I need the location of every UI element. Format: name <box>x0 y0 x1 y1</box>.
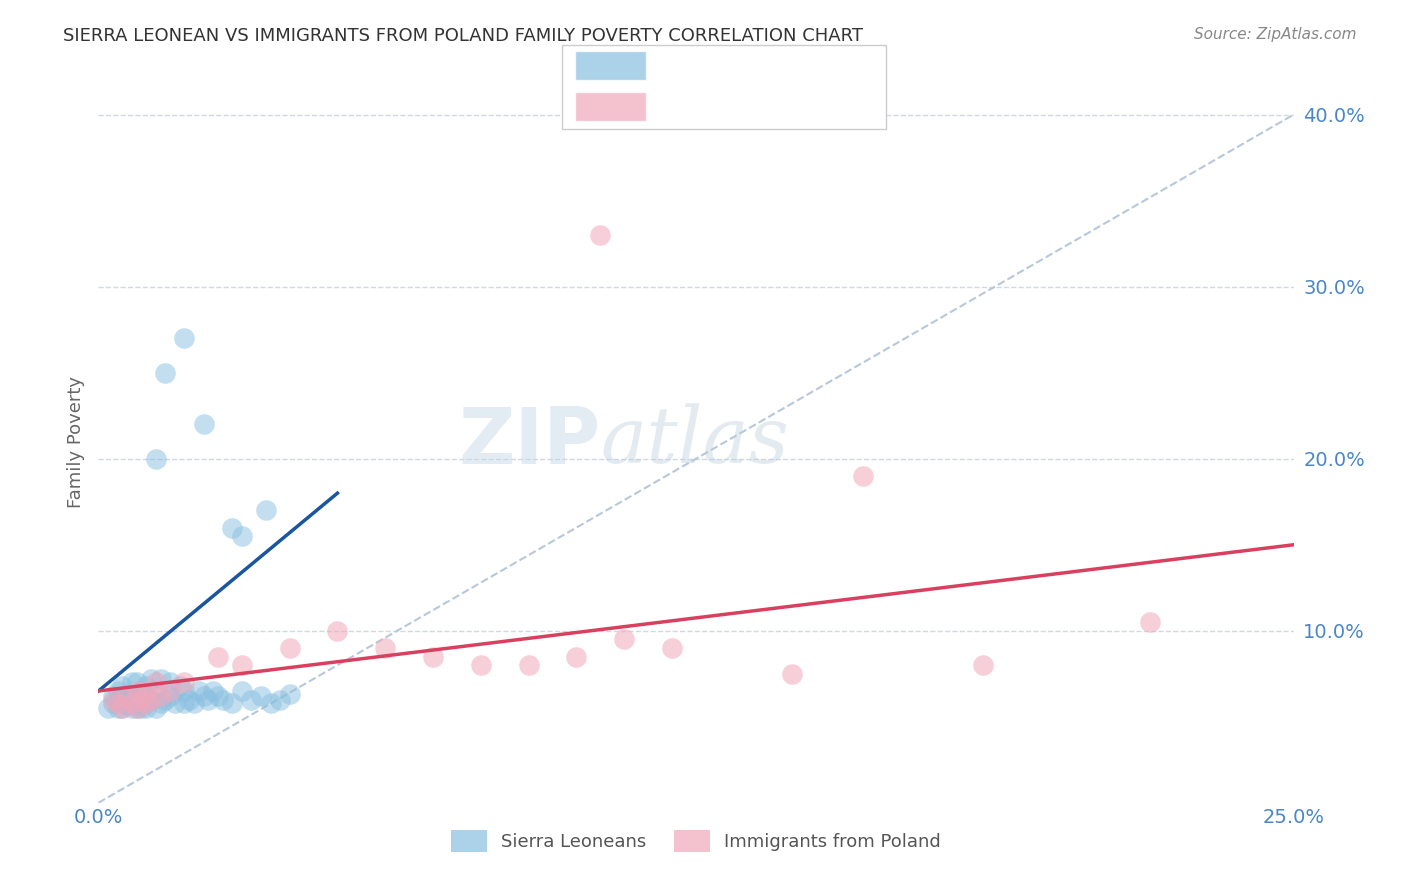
Point <box>125 701 148 715</box>
Point <box>125 675 148 690</box>
Point <box>207 689 229 703</box>
Point <box>517 658 540 673</box>
Point <box>107 696 129 710</box>
Point <box>101 689 124 703</box>
Point <box>269 692 291 706</box>
Point <box>422 649 444 664</box>
Point <box>111 701 134 715</box>
Point <box>221 520 243 534</box>
Point <box>149 689 172 703</box>
Point <box>115 689 138 703</box>
Point <box>139 692 162 706</box>
Point <box>121 701 143 715</box>
Text: SIERRA LEONEAN VS IMMIGRANTS FROM POLAND FAMILY POVERTY CORRELATION CHART: SIERRA LEONEAN VS IMMIGRANTS FROM POLAND… <box>63 27 863 45</box>
Point <box>278 640 301 655</box>
Point <box>197 692 219 706</box>
Point <box>107 684 129 698</box>
Point <box>589 228 612 243</box>
Point <box>173 675 195 690</box>
Point <box>107 692 129 706</box>
Point <box>97 701 120 715</box>
Point <box>121 696 143 710</box>
Point <box>169 679 191 693</box>
Text: Source: ZipAtlas.com: Source: ZipAtlas.com <box>1194 27 1357 42</box>
Point <box>145 451 167 466</box>
Point <box>121 692 143 706</box>
Point <box>145 701 167 715</box>
Legend: Sierra Leoneans, Immigrants from Poland: Sierra Leoneans, Immigrants from Poland <box>444 822 948 859</box>
Point <box>173 696 195 710</box>
Point <box>145 675 167 690</box>
Point <box>159 675 181 690</box>
Point <box>470 658 492 673</box>
Point <box>972 658 994 673</box>
Point <box>155 366 177 380</box>
Point <box>211 692 233 706</box>
Point <box>259 696 281 710</box>
Point <box>121 675 143 690</box>
Point <box>1139 615 1161 630</box>
FancyBboxPatch shape <box>562 45 886 129</box>
Point <box>139 692 162 706</box>
Point <box>221 696 243 710</box>
Text: atlas: atlas <box>600 403 789 480</box>
Point <box>254 503 277 517</box>
Point <box>135 679 157 693</box>
Point <box>149 672 172 686</box>
Point <box>202 684 225 698</box>
Point <box>193 689 215 703</box>
Point <box>231 658 253 673</box>
Point <box>565 649 588 664</box>
Point <box>131 684 153 698</box>
Text: R = 0.259   N = 30: R = 0.259 N = 30 <box>662 96 841 115</box>
Point <box>155 692 177 706</box>
Point <box>231 529 253 543</box>
Point <box>240 692 263 706</box>
Point <box>163 696 186 710</box>
Point <box>131 701 153 715</box>
Point <box>125 684 148 698</box>
Point <box>125 701 148 715</box>
Point <box>115 689 138 703</box>
Point <box>207 649 229 664</box>
Point <box>326 624 349 638</box>
Point <box>101 696 124 710</box>
Point <box>125 689 148 703</box>
Point <box>183 696 205 710</box>
Point <box>250 689 273 703</box>
Point <box>661 640 683 655</box>
Point <box>131 692 153 706</box>
Point <box>101 692 124 706</box>
Point <box>613 632 636 647</box>
Point <box>135 684 157 698</box>
Point <box>159 684 181 698</box>
Point <box>135 696 157 710</box>
Point <box>173 684 195 698</box>
Text: R = 0.391   N = 57: R = 0.391 N = 57 <box>662 56 841 75</box>
FancyBboxPatch shape <box>575 92 647 120</box>
Point <box>149 696 172 710</box>
Point <box>111 679 134 693</box>
Text: ZIP: ZIP <box>458 403 600 480</box>
Point <box>187 684 209 698</box>
Point <box>193 417 215 432</box>
Point <box>278 687 301 701</box>
Point <box>139 672 162 686</box>
Point <box>111 692 134 706</box>
Point <box>107 701 129 715</box>
Point <box>231 684 253 698</box>
Point <box>179 692 201 706</box>
Point <box>374 640 396 655</box>
Point <box>131 692 153 706</box>
Y-axis label: Family Poverty: Family Poverty <box>66 376 84 508</box>
Point <box>852 469 875 483</box>
Point <box>173 331 195 345</box>
Point <box>135 701 157 715</box>
Point <box>145 684 167 698</box>
Point <box>780 666 803 681</box>
Point <box>111 701 134 715</box>
Point <box>115 698 138 712</box>
FancyBboxPatch shape <box>575 52 647 80</box>
Point <box>159 689 181 703</box>
